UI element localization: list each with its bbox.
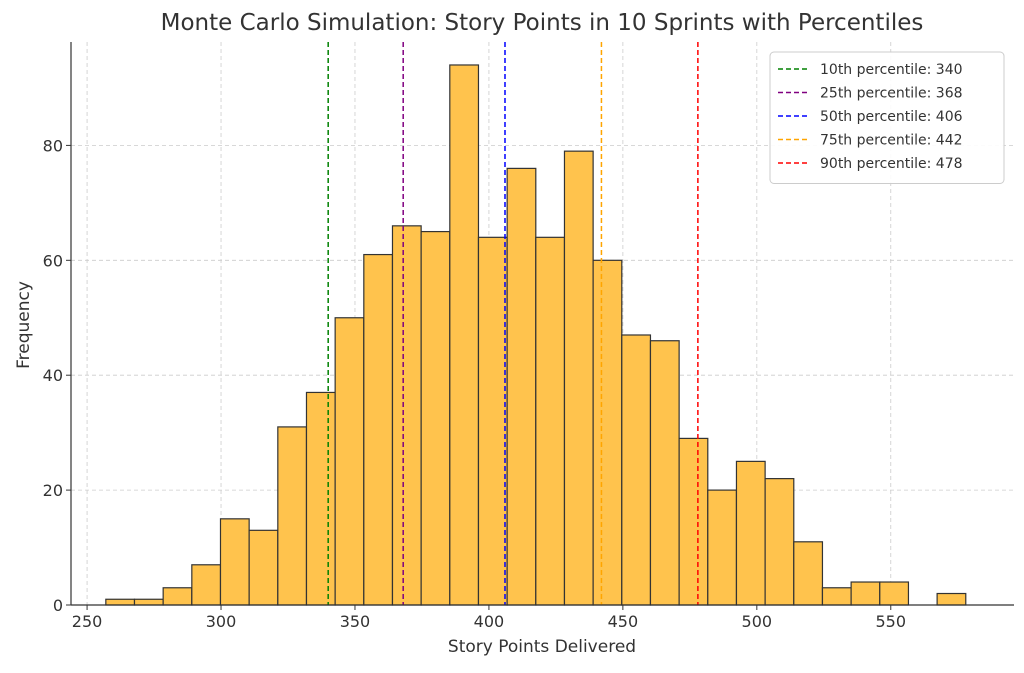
- histogram-bars: [105, 64, 967, 606]
- x-tick-label: 500: [742, 612, 773, 631]
- histogram-bar: [821, 587, 852, 606]
- histogram-bar: [162, 587, 193, 606]
- histogram-bar: [678, 437, 709, 606]
- histogram-bar: [879, 581, 910, 606]
- histogram-bar: [764, 478, 795, 606]
- legend-entry-label: 75th percentile: 442: [820, 133, 963, 149]
- legend-entry-label: 90th percentile: 478: [820, 156, 963, 172]
- x-tick-label: 450: [608, 612, 639, 631]
- histogram-bar: [535, 236, 566, 606]
- histogram-bar: [707, 489, 738, 606]
- histogram-bar: [649, 340, 680, 606]
- y-tick-label: 20: [43, 481, 63, 500]
- chart-title: Monte Carlo Simulation: Story Points in …: [161, 10, 924, 36]
- y-tick-label: 40: [43, 366, 63, 385]
- histogram-bar: [191, 564, 222, 606]
- histogram-bar: [133, 598, 164, 606]
- y-tick-label: 80: [43, 136, 63, 155]
- histogram-bar: [248, 529, 279, 606]
- histogram-bar: [420, 230, 451, 606]
- histogram-bar: [391, 225, 422, 606]
- histogram-bar: [305, 391, 336, 606]
- x-axis-label: Story Points Delivered: [448, 637, 636, 657]
- histogram-bar: [277, 426, 308, 606]
- y-tick-label: 0: [53, 596, 63, 615]
- x-tick-label: 250: [72, 612, 103, 631]
- histogram-bar: [219, 518, 250, 606]
- histogram-bar: [850, 581, 881, 606]
- legend: 10th percentile: 340 25th percentile: 368…: [769, 51, 1005, 184]
- tick-labels: 250 300 350 400 450 500 550 0 20 40 60 80: [43, 136, 906, 631]
- histogram-bar: [477, 236, 508, 606]
- histogram-bar: [334, 317, 365, 606]
- histogram-bar: [563, 150, 594, 606]
- histogram-bar: [735, 460, 766, 606]
- y-tick-label: 60: [43, 251, 63, 270]
- histogram-bar: [506, 167, 537, 606]
- axes: [70, 42, 1014, 606]
- x-tick-label: 400: [474, 612, 505, 631]
- y-axis-label: Frequency: [14, 281, 34, 369]
- legend-entry-label: 10th percentile: 340: [820, 62, 963, 78]
- x-tick-label: 350: [340, 612, 371, 631]
- x-tick-label: 550: [875, 612, 906, 631]
- histogram-bar: [621, 334, 652, 606]
- legend-entry-label: 25th percentile: 368: [820, 86, 963, 102]
- x-tick-label: 300: [206, 612, 237, 631]
- histogram-bar: [936, 592, 967, 606]
- legend-entry-label: 50th percentile: 406: [820, 109, 963, 125]
- histogram-bar: [592, 259, 623, 606]
- percentile-lines: [327, 42, 699, 605]
- legend-box: [769, 51, 1005, 184]
- histogram-bar: [793, 541, 824, 606]
- histogram-bar: [105, 598, 136, 606]
- histogram-bar: [363, 253, 394, 606]
- histogram-bar: [449, 64, 480, 606]
